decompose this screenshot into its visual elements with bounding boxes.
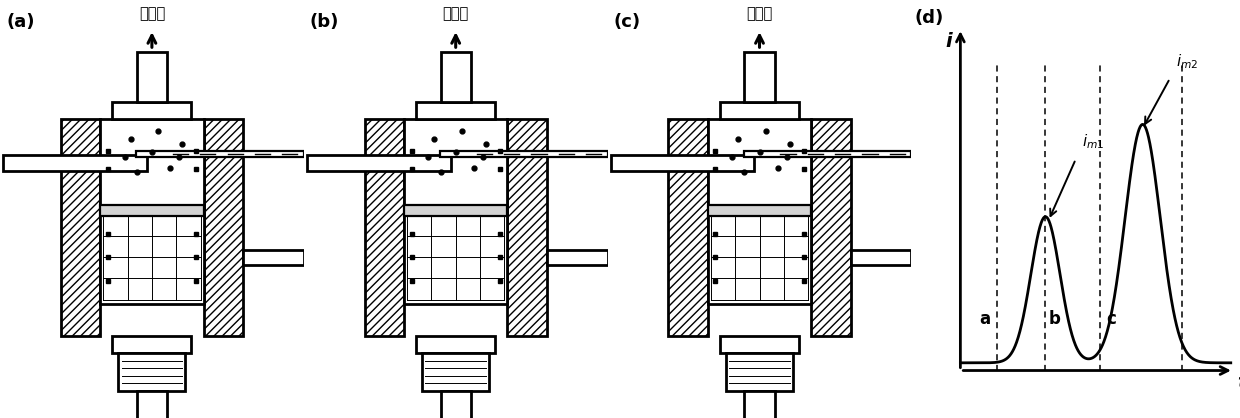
Text: 出水口: 出水口	[746, 6, 773, 21]
Bar	[610, 155, 754, 171]
Bar	[440, 391, 471, 418]
Bar	[243, 250, 304, 265]
Bar	[440, 52, 471, 102]
Bar	[136, 52, 167, 102]
Bar	[2, 155, 146, 171]
Bar	[100, 119, 203, 210]
Bar	[708, 205, 811, 216]
Bar	[668, 119, 708, 336]
Bar	[708, 119, 811, 210]
Bar	[417, 102, 495, 119]
Bar	[440, 151, 608, 157]
Bar	[404, 205, 507, 216]
Bar	[404, 210, 507, 304]
Text: (d): (d)	[915, 9, 944, 27]
Bar	[306, 155, 450, 171]
Bar	[136, 391, 167, 418]
Bar	[404, 119, 507, 210]
Bar	[708, 210, 811, 304]
Text: c: c	[1106, 311, 1116, 329]
Bar	[811, 119, 851, 336]
Text: 出水口: 出水口	[139, 6, 165, 21]
Bar	[100, 205, 203, 216]
Bar	[720, 102, 799, 119]
Text: $i_{m2}$: $i_{m2}$	[1176, 52, 1198, 71]
Text: (a): (a)	[6, 13, 35, 31]
Bar	[61, 119, 100, 336]
Text: 出水口: 出水口	[443, 6, 469, 21]
Bar	[744, 151, 911, 157]
Text: $i_{m1}$: $i_{m1}$	[1081, 133, 1105, 151]
Bar	[851, 250, 911, 265]
Bar	[727, 353, 792, 391]
Bar	[100, 210, 203, 304]
Bar	[744, 391, 775, 418]
Bar	[720, 336, 799, 353]
Bar	[547, 250, 608, 265]
Bar	[136, 151, 304, 157]
Text: i: i	[945, 32, 951, 51]
Bar	[203, 119, 243, 336]
Bar	[744, 52, 775, 102]
Text: t: t	[1236, 372, 1240, 392]
Text: a: a	[980, 311, 991, 329]
Bar	[365, 119, 404, 336]
Bar	[113, 102, 191, 119]
Bar	[417, 336, 495, 353]
Text: (b): (b)	[310, 13, 340, 31]
Text: b: b	[1049, 311, 1060, 329]
Bar	[113, 336, 191, 353]
Bar	[423, 353, 489, 391]
Bar	[507, 119, 547, 336]
Bar	[119, 353, 185, 391]
Text: (c): (c)	[614, 13, 641, 31]
